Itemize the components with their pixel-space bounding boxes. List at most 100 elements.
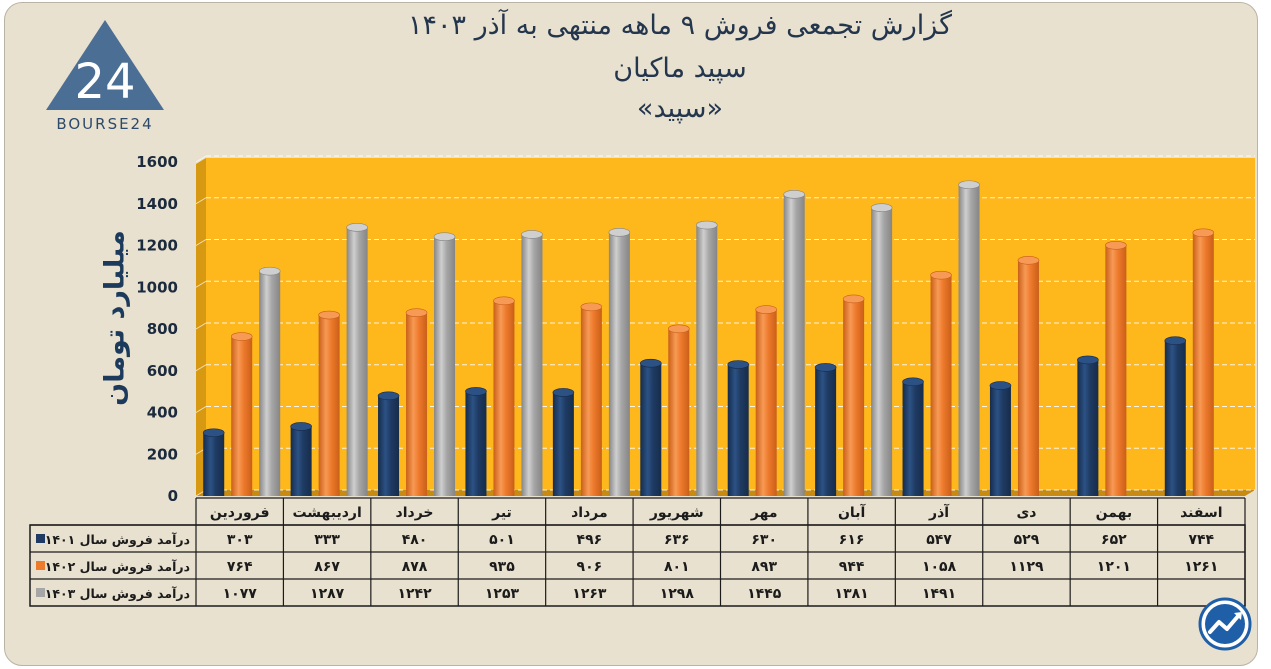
bar-top <box>465 387 487 396</box>
data-label: ۳۰۳ <box>227 532 253 548</box>
x-tick-label: دی <box>1016 505 1036 521</box>
gridline-side <box>195 239 207 246</box>
y-tick-label: 1400 <box>136 195 178 213</box>
legend-entry: درآمد فروش سال ۱۴۰۱ <box>45 532 190 547</box>
bar <box>434 236 456 497</box>
legend-entry: درآمد فروش سال ۱۴۰۲ <box>45 559 190 574</box>
bar-top <box>814 363 837 372</box>
gridline-side <box>195 197 207 205</box>
chart-title: گزارش تجمعی فروش ۹ ماهه منتهی به آذر ۱۴۰… <box>408 10 952 41</box>
bar <box>783 194 805 496</box>
bar <box>552 392 574 496</box>
bar-top <box>202 428 225 438</box>
bar-top <box>639 358 662 368</box>
data-label: ۱۲۸۷ <box>310 586 345 602</box>
data-label: ۳۳۳ <box>314 532 340 548</box>
bar-top <box>290 422 312 431</box>
data-label: ۱۲۹۸ <box>660 586 695 602</box>
data-label: ۱۲۶۳ <box>572 586 607 602</box>
bar-top <box>580 302 603 312</box>
bar-top <box>989 381 1012 390</box>
x-tick-label: آذر <box>928 503 950 521</box>
y-tick-label: 1200 <box>136 237 178 255</box>
bar <box>203 432 225 496</box>
bar <box>1077 359 1099 496</box>
bar-top <box>346 223 368 232</box>
x-tick-label: اردیبهشت <box>292 505 361 521</box>
bar-top <box>1077 355 1099 365</box>
legend-swatch <box>36 588 45 597</box>
y-tick-label: 1600 <box>136 153 178 171</box>
x-tick-label: مهر <box>750 505 778 521</box>
bar-top <box>230 332 253 341</box>
gridline-side <box>195 322 207 330</box>
data-label: ۱۲۰۱ <box>1097 559 1131 575</box>
bar <box>843 298 865 496</box>
bar-top <box>1105 240 1127 250</box>
y-tick-label: 0 <box>168 487 178 505</box>
y-tick-label: 1000 <box>136 278 178 296</box>
data-label: ۱۲۴۲ <box>397 586 432 602</box>
gridline-side <box>195 155 207 163</box>
bar <box>668 328 690 496</box>
bar <box>930 275 952 496</box>
bar-top <box>958 180 980 190</box>
bar-top <box>902 377 924 387</box>
data-label: ۸۰۱ <box>664 559 690 575</box>
bar-top <box>493 296 515 306</box>
bar <box>871 207 893 496</box>
y-tick-label: 200 <box>147 445 178 463</box>
bar <box>696 225 718 497</box>
bar <box>727 364 749 496</box>
legend-swatch <box>36 561 45 570</box>
data-label: ۵۰۱ <box>489 532 515 548</box>
data-label: ۱۴۹۱ <box>922 586 956 602</box>
bar-top <box>755 305 778 314</box>
bar <box>378 395 400 496</box>
data-label: ۱۱۲۹ <box>1009 559 1044 575</box>
corner-logo-icon <box>1198 597 1252 651</box>
logo-text: BOURSE24 <box>56 115 153 133</box>
bar-top <box>1164 336 1187 345</box>
logo-mark: 24 <box>74 54 135 110</box>
bar <box>989 385 1011 496</box>
y-tick-label: 800 <box>147 320 178 338</box>
data-label: ۹۰۶ <box>577 559 603 575</box>
data-label: ۱۲۵۳ <box>485 586 520 602</box>
bar <box>958 184 980 496</box>
logo-triangle <box>46 20 164 110</box>
data-label: ۱۰۵۸ <box>922 559 957 575</box>
data-label: ۶۳۶ <box>664 532 690 548</box>
data-label: ۱۲۶۱ <box>1184 559 1218 575</box>
bar <box>465 391 487 496</box>
legend-entry: درآمد فروش سال ۱۴۰۳ <box>45 586 190 601</box>
bar <box>640 363 662 496</box>
data-label: ۴۹۶ <box>577 532 603 548</box>
bar-top <box>433 232 456 242</box>
bourse24-logo: 24 BOURSE24 <box>46 20 164 133</box>
chart-subtitle-2: «سپید» <box>636 93 724 124</box>
y-tick-label: 400 <box>147 404 178 422</box>
bar <box>231 336 253 496</box>
bar <box>493 300 515 496</box>
bar-top <box>930 270 952 280</box>
bar <box>815 367 837 496</box>
data-table <box>29 524 1246 607</box>
data-label: ۱۰۷۷ <box>223 586 258 602</box>
bar <box>521 234 543 496</box>
bar-top <box>667 324 690 334</box>
gridline-side <box>195 406 207 413</box>
bar <box>259 271 281 496</box>
bar-top <box>870 203 893 213</box>
data-label: ۸۹۳ <box>751 559 777 575</box>
data-label: ۵۲۹ <box>1014 532 1040 548</box>
data-label: ۱۳۸۱ <box>835 586 869 602</box>
bar <box>406 312 428 496</box>
data-label: ۱۴۴۵ <box>747 586 782 602</box>
bar-top <box>405 308 428 318</box>
bar <box>608 232 630 496</box>
legend-swatch <box>36 534 45 543</box>
bar-top <box>695 220 718 230</box>
data-label: ۶۱۶ <box>839 532 865 548</box>
bar-top <box>521 230 543 239</box>
